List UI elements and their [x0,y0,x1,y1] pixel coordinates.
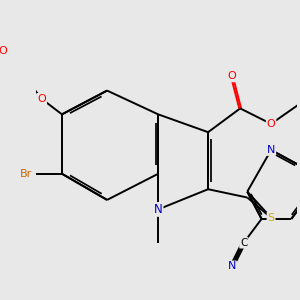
Text: N: N [228,262,236,272]
Text: Br: Br [20,169,32,179]
Text: S: S [268,213,274,223]
Text: C: C [240,238,247,248]
Text: O: O [38,94,46,104]
Text: O: O [227,71,236,81]
Text: O: O [0,46,7,56]
Text: N: N [154,203,163,216]
Text: N: N [267,145,275,155]
Text: O: O [267,119,275,129]
